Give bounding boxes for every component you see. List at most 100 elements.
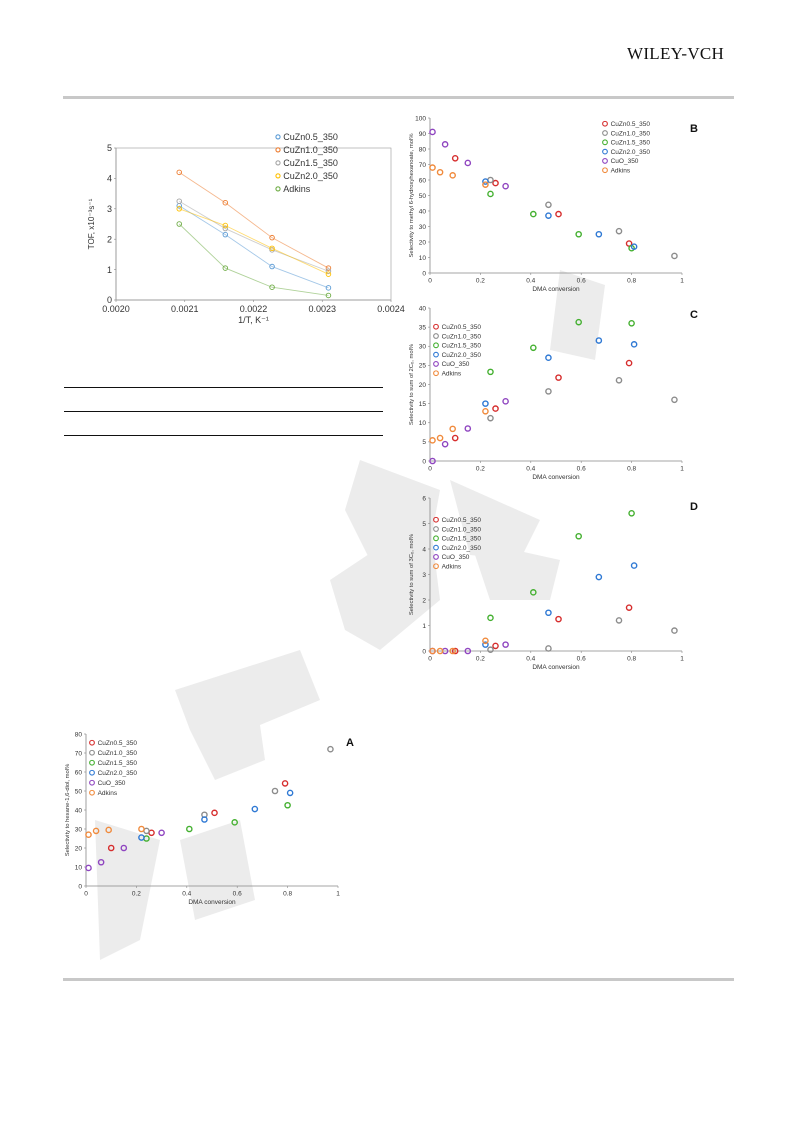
data-point [231, 819, 238, 826]
header-rule [63, 96, 734, 99]
legend-marker [89, 739, 95, 746]
y-tick-label: 6 [422, 495, 426, 502]
x-tick-label: 0.8 [283, 891, 292, 898]
legend-label: CuZn0.5_350 [98, 740, 138, 747]
data-point [186, 825, 193, 833]
x-tick-label: 0 [428, 656, 432, 663]
legend-label: CuZn2.0_350 [442, 352, 482, 359]
data-point [575, 318, 582, 326]
data-point [325, 268, 332, 274]
y-tick-label: 0 [422, 270, 426, 277]
y-tick-label: 10 [75, 864, 83, 871]
data-point [222, 199, 229, 206]
data-point [625, 359, 633, 367]
data-point [176, 169, 182, 176]
data-point [176, 221, 182, 227]
legend-label: CuZn1.0_350 [442, 333, 482, 340]
y-tick-label: 1 [107, 265, 112, 275]
legend-label: CuZn1.0_350 [98, 750, 138, 757]
data-point [429, 164, 436, 171]
trend-line [178, 223, 329, 296]
legend-label: CuZn1.5_350 [283, 158, 338, 168]
trend-line [179, 171, 329, 269]
x-tick-label: 0.0020 [102, 304, 130, 314]
x-tick-label: 0 [84, 891, 88, 898]
data-point [441, 141, 449, 148]
data-point [482, 407, 489, 415]
data-point [487, 414, 494, 422]
data-point [269, 234, 275, 241]
data-point [158, 829, 165, 837]
y-tick-label: 90 [419, 131, 427, 138]
legend-label: CuZn2.0_350 [442, 545, 482, 552]
y-tick-label: 80 [75, 731, 83, 738]
data-point [615, 617, 623, 624]
y-tick-label: 35 [419, 324, 427, 331]
data-point [545, 212, 552, 219]
x-tick-label: 0.0022 [240, 304, 268, 314]
legend-marker [433, 351, 439, 358]
x-tick-label: 0.6 [577, 278, 586, 285]
legend-label: Adkins [442, 564, 462, 571]
x-tick-label: 1 [680, 278, 684, 285]
y-tick-label: 4 [422, 546, 426, 553]
data-point [286, 789, 294, 797]
data-point [325, 271, 332, 277]
data-point [436, 168, 444, 176]
data-point [429, 457, 436, 465]
legend-label: CuO_350 [442, 361, 470, 368]
table-rule-2 [64, 411, 383, 412]
data-point [487, 190, 494, 198]
data-point [595, 230, 603, 238]
data-point [451, 647, 459, 655]
data-point [482, 181, 489, 188]
x-axis-title: DMA conversion [532, 474, 580, 481]
legend-label: CuO_350 [98, 780, 126, 787]
legend-label: CuZn1.5_350 [442, 536, 482, 543]
legend-marker [433, 526, 439, 532]
data-point [449, 172, 456, 179]
y-tick-label: 30 [75, 826, 83, 833]
x-tick-label: 0.0024 [377, 304, 405, 314]
data-point [464, 647, 472, 655]
y-tick-label: 0 [78, 883, 82, 890]
data-point [327, 745, 334, 753]
y-tick-label: 10 [419, 255, 427, 262]
x-tick-label: 0.6 [577, 466, 586, 473]
y-axis-title: Selectivity to sum of 3C₆, mol% [409, 534, 415, 615]
y-tick-label: 3 [422, 572, 426, 579]
x-tick-label: 0 [428, 466, 432, 473]
y-tick-label: 40 [419, 305, 427, 312]
data-point [630, 243, 638, 250]
x-tick-label: 0.4 [182, 891, 191, 898]
y-tick-label: 25 [419, 363, 427, 370]
data-point [138, 825, 145, 833]
legend-marker [275, 173, 281, 179]
x-tick-label: 0.8 [627, 278, 636, 285]
legend-label: CuZn1.5_350 [98, 760, 138, 767]
y-tick-label: 70 [75, 750, 83, 757]
legend-label: CuO_350 [611, 158, 639, 165]
x-tick-label: 0.4 [526, 656, 535, 663]
trend-line [179, 205, 329, 289]
legend-marker [433, 370, 439, 377]
data-point [487, 614, 494, 622]
legend-label: Adkins [283, 184, 311, 194]
data-point [630, 562, 638, 569]
y-tick-label: 3 [107, 204, 112, 214]
data-point [429, 647, 436, 655]
legend-label: Adkins [442, 371, 462, 378]
data-point [449, 647, 456, 655]
data-point [555, 210, 562, 218]
legend-label: CuZn0.5_350 [283, 132, 338, 142]
y-axis-title: TOF, x10⁻³s⁻¹ [87, 198, 96, 249]
trend-line [179, 200, 329, 272]
chart-D: 0 1 2 3 4 5 6 0 0.2 0.4 0.6 0.8 1 DMA conversion Selec… [409, 495, 698, 671]
x-tick-label: 1 [336, 891, 340, 898]
data-point [449, 425, 456, 433]
legend-marker [602, 130, 608, 136]
y-tick-label: 15 [419, 401, 427, 408]
x-tick-label: 1 [680, 466, 684, 473]
data-point [482, 641, 489, 648]
